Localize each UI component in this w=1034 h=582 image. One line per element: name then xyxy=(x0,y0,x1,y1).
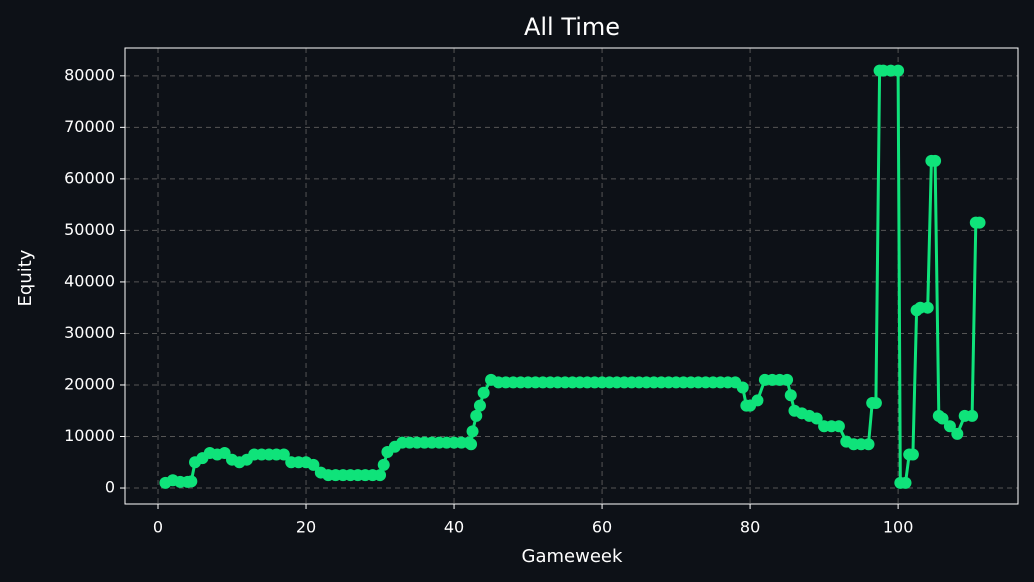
point xyxy=(784,389,797,402)
point xyxy=(477,386,490,399)
y-tick-label: 0 xyxy=(105,478,115,497)
y-tick-label: 60000 xyxy=(64,168,115,187)
point xyxy=(921,301,934,314)
point xyxy=(973,216,986,229)
chart-title: All Time xyxy=(524,13,620,41)
x-tick-label: 0 xyxy=(153,518,163,537)
point xyxy=(277,448,290,461)
point xyxy=(929,154,942,167)
x-axis-label: Gameweek xyxy=(522,546,623,567)
y-tick-label: 50000 xyxy=(64,220,115,239)
point xyxy=(943,420,956,433)
x-tick-label: 100 xyxy=(883,518,914,537)
point xyxy=(869,397,882,410)
point xyxy=(736,381,749,394)
x-tick-label: 20 xyxy=(296,518,316,537)
point xyxy=(473,399,486,412)
x-tick-label: 40 xyxy=(444,518,464,537)
point xyxy=(470,409,483,422)
point xyxy=(810,412,823,425)
point xyxy=(966,409,979,422)
x-tick-label: 60 xyxy=(592,518,612,537)
point xyxy=(374,469,387,482)
plot-frame xyxy=(124,47,1019,505)
point xyxy=(465,438,478,451)
y-tick-label: 30000 xyxy=(64,323,115,342)
x-tick-label: 80 xyxy=(740,518,760,537)
point xyxy=(862,438,875,451)
equity-line xyxy=(164,69,980,485)
point xyxy=(307,458,320,471)
point xyxy=(466,425,479,438)
point xyxy=(951,427,964,440)
point xyxy=(906,448,919,461)
point xyxy=(892,64,905,77)
y-tick-label: 20000 xyxy=(64,374,115,393)
point xyxy=(751,394,764,407)
point xyxy=(832,420,845,433)
point xyxy=(781,373,794,386)
point xyxy=(899,476,912,489)
point xyxy=(185,475,198,488)
y-tick-label: 40000 xyxy=(64,271,115,290)
y-tick-label: 80000 xyxy=(64,65,115,84)
y-tick-label: 10000 xyxy=(64,426,115,445)
point xyxy=(936,412,949,425)
y-axis-label: Equity xyxy=(15,249,36,306)
y-tick-label: 70000 xyxy=(64,117,115,136)
point xyxy=(377,458,390,471)
